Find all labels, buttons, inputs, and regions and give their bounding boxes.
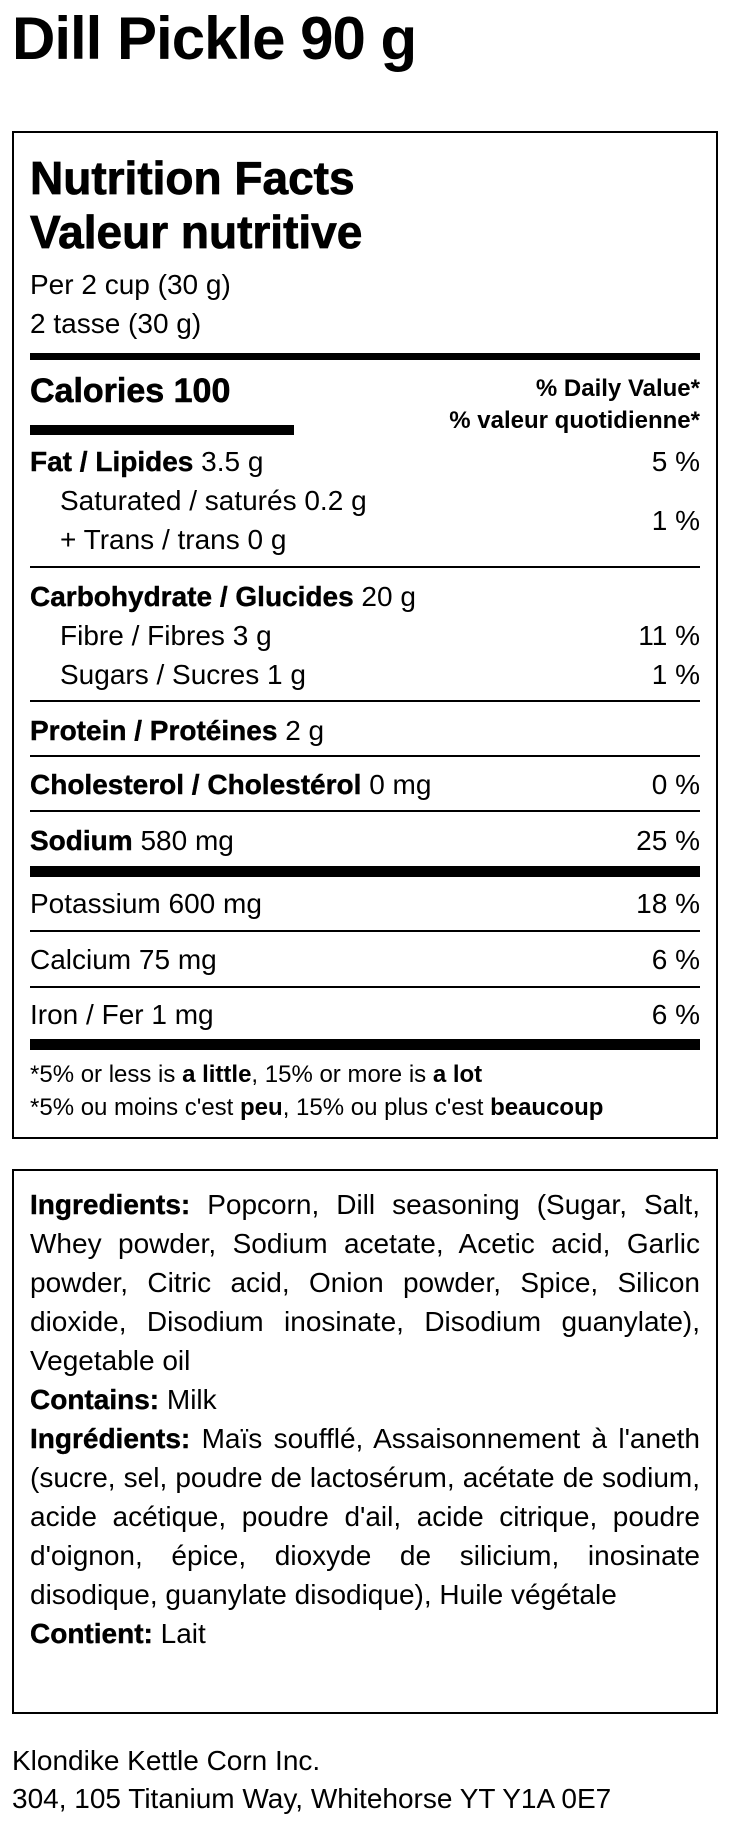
serving-size-fr: 2 tasse (30 g): [30, 308, 202, 339]
footnote-fr: *5% ou moins c'est peu, 15% ou plus c'es…: [30, 1094, 604, 1121]
potassium-row: Potassium 600 mg 18 %: [30, 887, 700, 921]
ingredients-box: Ingredients: Popcorn, Dill seasoning (Su…: [12, 1169, 718, 1714]
product-title: Dill Pickle 90 g: [12, 5, 417, 72]
street-address: 304, 105 Titanium Way, Whitehorse YT Y1A…: [12, 1783, 612, 1814]
calories: Calories 100: [30, 371, 700, 411]
protein-row: Protein / Protéines 2 g: [30, 714, 700, 748]
fat-dv: 5 %: [651, 446, 700, 477]
divider: [30, 755, 700, 757]
sugars-row: Sugars / Sucres 1 g 1 %: [30, 658, 700, 692]
ingredients-fr: Ingrédients: Maïs soufflé, Assaisonnemen…: [30, 1423, 700, 1610]
saturated-label: Saturated / saturés: [60, 485, 297, 516]
nutrition-facts-table: Nutrition Facts Valeur nutritive Per 2 c…: [12, 131, 718, 1139]
ingredients-en: Ingredients: Popcorn, Dill seasoning (Su…: [30, 1189, 700, 1376]
protein-amount: 2 g: [285, 715, 325, 746]
trans-label: + Trans / trans: [60, 524, 240, 555]
contains-en: Contains: Milk: [30, 1384, 217, 1415]
potassium-amount: 600 mg: [168, 888, 262, 919]
divider: [30, 810, 700, 812]
sugars-amount: 1 g: [266, 659, 306, 690]
divider: [30, 930, 700, 932]
fat-row: Fat / Lipides 3.5 g 5 %: [30, 445, 700, 479]
calcium-row: Calcium 75 mg 6 %: [30, 943, 700, 977]
divider: [30, 700, 700, 702]
iron-label: Iron / Fer: [30, 999, 144, 1030]
carb-label: Carbohydrate / Glucides: [30, 581, 354, 612]
sodium-amount: 580 mg: [140, 825, 234, 856]
cholesterol-label: Cholesterol / Cholestérol: [30, 769, 362, 800]
saturated-row: Saturated / saturés 0.2 g: [30, 484, 700, 518]
company-name: Klondike Kettle Corn Inc.: [12, 1745, 321, 1776]
potassium-label: Potassium: [30, 888, 161, 919]
contains-fr: Contient: Lait: [30, 1618, 206, 1649]
iron-row: Iron / Fer 1 mg 6 %: [30, 998, 700, 1032]
trans-row: + Trans / trans 0 g: [30, 523, 700, 557]
fibre-label: Fibre / Fibres: [60, 620, 225, 651]
trans-amount: 0 g: [247, 524, 287, 555]
fibre-row: Fibre / Fibres 3 g 11 %: [30, 619, 700, 653]
fibre-dv: 11 %: [638, 620, 700, 651]
footnote-en: *5% or less is a little, 15% or more is …: [30, 1061, 483, 1088]
potassium-dv: 18 %: [636, 888, 700, 919]
calories-value: 100: [173, 372, 231, 411]
calcium-label: Calcium: [30, 944, 132, 975]
calcium-amount: 75 mg: [138, 944, 217, 975]
iron-dv: 6 %: [651, 999, 700, 1030]
cholesterol-amount: 0 mg: [369, 769, 432, 800]
carb-row: Carbohydrate / Glucides 20 g: [30, 580, 700, 614]
sugars-dv: 1 %: [651, 659, 700, 690]
sodium-row: Sodium 580 mg 25 %: [30, 824, 700, 858]
calories-label: Calories: [30, 372, 165, 411]
fibre-amount: 3 g: [232, 620, 272, 651]
calcium-dv: 6 %: [651, 944, 700, 975]
divider: [30, 986, 700, 988]
nutrition-title-en: Nutrition Facts: [30, 152, 355, 204]
fat-label: Fat / Lipides: [30, 446, 194, 477]
divider: [30, 566, 700, 568]
sugars-label: Sugars / Sucres: [60, 659, 260, 690]
iron-amount: 1 mg: [151, 999, 214, 1030]
company-address: Klondike Kettle Corn Inc. 304, 105 Titan…: [12, 1742, 611, 1818]
sodium-label: Sodium: [30, 825, 133, 856]
sodium-dv: 25 %: [636, 825, 700, 856]
carb-amount: 20 g: [361, 581, 416, 612]
daily-value-header-fr: % valeur quotidienne*: [449, 407, 700, 434]
cholesterol-row: Cholesterol / Cholestérol 0 mg 0 %: [30, 768, 700, 802]
nutrition-title-fr: Valeur nutritive: [30, 206, 363, 258]
divider: [30, 1039, 700, 1050]
divider: [30, 353, 700, 360]
fat-amount: 3.5 g: [201, 446, 264, 477]
saturated-amount: 0.2 g: [304, 485, 367, 516]
cholesterol-dv: 0 %: [651, 769, 700, 800]
serving-size-en: Per 2 cup (30 g): [30, 269, 231, 300]
divider: [30, 866, 700, 877]
calories-bar: [30, 425, 294, 435]
daily-value-header-en: % Daily Value*: [535, 375, 700, 402]
protein-label: Protein / Protéines: [30, 715, 278, 746]
sat-trans-dv: 1 %: [651, 505, 700, 536]
